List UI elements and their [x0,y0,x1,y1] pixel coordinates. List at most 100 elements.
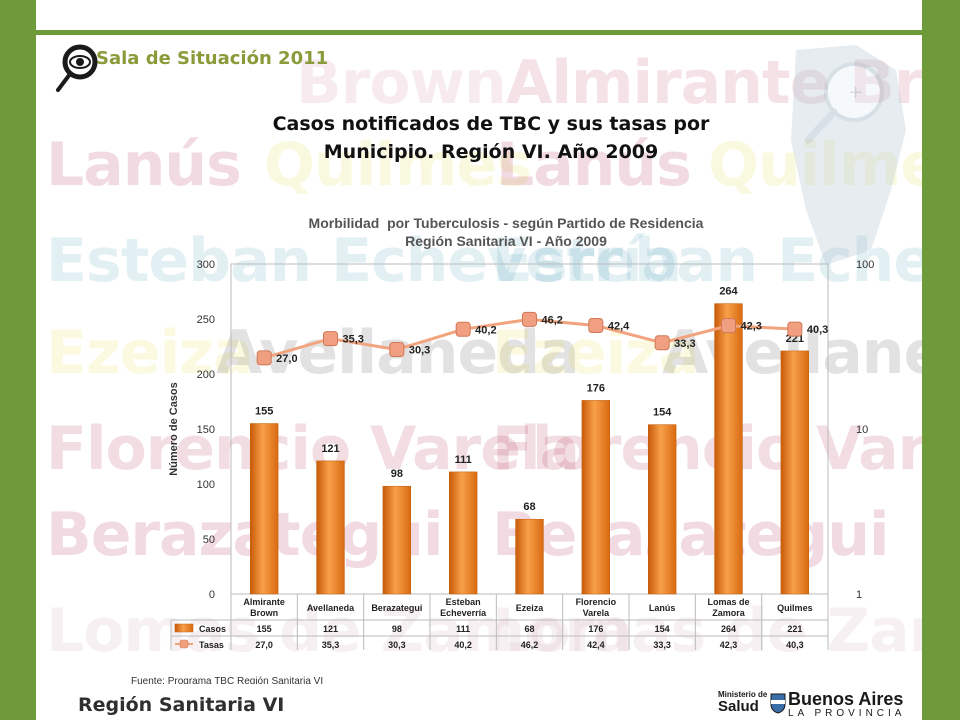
line-value-label: 30,3 [409,345,430,357]
tbc-combo-chart: 0 50 100 150 200 250 300 1 10 100 Número de Casos T… [168,259,874,650]
svg-text:+: + [848,82,863,103]
bar-value-label: 111 [455,454,472,466]
ministerio-logo: Ministerio de Salud [718,690,767,714]
line-value-label: 35,3 [343,334,364,346]
bar-value-label: 121 [321,443,339,455]
line-value-label: 40,3 [807,324,828,336]
x-tick-label: Quilmes [777,603,813,613]
bg-word: Quilmes [708,130,922,200]
table-cell-tasas: 27,0 [255,640,273,650]
bg-word: Almirante Brown [506,48,922,118]
bar-casos [382,485,412,595]
eye-logo-icon [56,44,98,92]
table-cell-tasas: 40,2 [454,640,472,650]
y-left-tick-label: 0 [209,589,215,601]
line-value-label: 42,3 [741,321,762,333]
ministerio-label: Ministerio de [718,690,768,699]
line-point-tasas [323,331,338,347]
x-tick-label: Berazategui [371,603,422,613]
x-tick-label: Varela [583,608,611,618]
y-right-tick-label: 10 [856,424,868,436]
x-tick-label: Zamora [712,608,746,618]
line-value-label: 33,3 [674,338,695,350]
table-cell-tasas: 40,3 [786,640,804,650]
table-cell-tasas: 46,2 [521,640,539,650]
line-point-tasas [522,311,537,327]
y-left-tick-label: 50 [203,534,215,546]
table-cell-casos: 176 [588,624,603,634]
bar-casos [714,303,743,595]
salud-label: Salud [718,698,759,715]
chart-title: Morbilidad por Tuberculosis - según Part… [308,215,704,231]
line-point-tasas [787,321,803,337]
y-left-axis-title: Número de Casos [168,382,180,476]
x-tick-label: Avellaneda [307,603,355,613]
region-label: Región Sanitaria VI [78,694,285,716]
x-tick-label: Almirante [243,597,285,607]
table-cell-casos: 68 [524,624,534,634]
bar-casos [448,471,478,595]
bg-word: Lomas de Zamora [46,596,633,666]
table-cell-casos: 264 [721,624,736,634]
y-right-tick-label: 1 [856,589,862,601]
x-tick-label: Lomas de [707,597,749,607]
bg-word: Florencio Varela [492,414,922,484]
bar-casos [515,518,544,595]
table-cell-casos: 154 [655,624,670,634]
legend-marker-tasas [179,639,189,649]
x-tick-label: Lanús [649,603,676,613]
line-point-tasas [455,321,471,337]
bg-word: Berazategui [492,500,890,570]
table-cell-tasas: 42,4 [587,640,605,650]
table-cell-casos: 111 [456,624,470,634]
y-right-tick-label: 100 [856,259,874,271]
y-left-tick-label: 250 [197,314,215,326]
province-shield-icon [770,693,786,714]
chart-title-block: Morbilidad por Tuberculosis - según Part… [226,214,786,250]
bg-word: Lanús [46,130,242,200]
bar-value-label: 155 [255,406,273,418]
table-cell-casos: 221 [787,624,802,634]
source-note: Fuente: Programa TBC Región Sanitaria VI [131,676,324,687]
bg-word: Esteban Echeverría [492,226,922,296]
legend-label-casos: Casos [199,624,226,634]
bar-value-label: 154 [653,407,672,419]
brand-title: Sala de Situación 2011 [96,48,329,69]
bg-word: Ezeiza [46,318,254,388]
table-cell-tasas: 30,3 [388,640,406,650]
chart-subtitle: Región Sanitaria VI - Año 2009 [405,233,607,249]
page-title: Casos notificados de TBC y sus tasas por… [272,113,710,163]
legend-key-casos [174,623,194,633]
bar-casos [647,424,677,595]
bar-value-label: 98 [391,468,403,480]
bg-word: Quilmes [264,130,532,200]
province-name: Buenos Aires [788,689,904,709]
line-point-tasas [721,318,736,334]
top-bar [36,30,922,35]
buenos-aires-logo: Buenos Aires LA PROVINCIA [788,690,905,720]
table-cell-casos: 121 [323,624,338,634]
bg-word: Berazategui [46,500,444,570]
y-left-tick-label: 200 [197,369,215,381]
line-point-tasas [654,335,670,351]
bg-word: Brown [296,48,507,118]
line-point-tasas [588,317,604,333]
bg-word: Esteban Echeverría [46,226,682,296]
table-cell-casos: 98 [392,624,402,634]
bar-casos [780,350,810,595]
legend-label-tasas: Tasas [199,640,224,650]
table-cell-tasas: 42,3 [720,640,738,650]
y-left-tick-label: 300 [197,259,215,271]
bar-value-label: 264 [719,286,738,298]
line-value-label: 27,0 [276,353,297,365]
bar-casos [316,460,345,595]
x-tick-label: Echeverría [440,608,487,618]
y-left-tick-label: 150 [197,424,215,436]
province-sub: LA PROVINCIA [788,708,906,719]
x-tick-label: Florencio [576,597,617,607]
line-value-label: 40,2 [475,324,496,336]
table-cell-casos: 155 [257,624,272,634]
bar-value-label: 68 [523,501,535,513]
map-magnifier-icon: + [791,45,906,265]
table-cell-tasas: 33,3 [653,640,671,650]
